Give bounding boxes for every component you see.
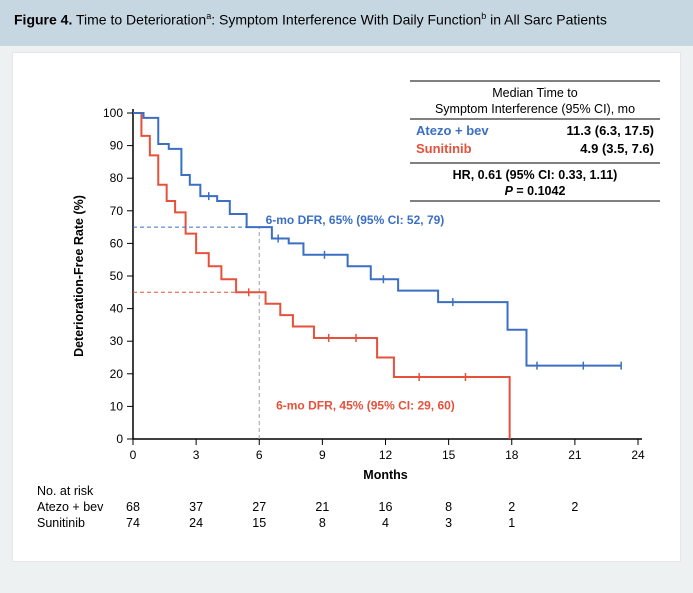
risk-count: 27 [252,500,266,514]
risk-count: 68 [126,500,140,514]
annotation-sunitinib-6mo: 6-mo DFR, 45% (95% CI: 29, 60) [276,398,455,412]
svg-text:80: 80 [110,171,124,185]
legend-hr: HR, 0.61 (95% CI: 0.33, 1.11) [453,168,618,182]
svg-text:Median Time to: Median Time to [492,86,578,100]
svg-text:24: 24 [631,448,645,462]
svg-text:60: 60 [110,236,124,250]
svg-text:50: 50 [110,269,124,283]
risk-count: 74 [126,516,140,530]
legend-pvalue: P = 0.1042 [505,184,566,198]
svg-text:6: 6 [256,448,263,462]
svg-text:20: 20 [110,366,124,380]
svg-text:100: 100 [103,106,123,120]
legend-series-name: Sunitinib [416,141,472,156]
risk-row-label: Atezo + bev [37,500,104,514]
svg-text:3: 3 [193,448,200,462]
risk-count: 3 [445,516,452,530]
risk-table-header: No. at risk [37,484,94,498]
risk-count: 8 [319,516,326,530]
svg-text:0: 0 [130,448,137,462]
x-axis-label: Months [363,468,407,482]
svg-text:Symptom Interference (95% CI),: Symptom Interference (95% CI), mo [435,102,635,116]
risk-count: 21 [315,500,329,514]
km-curve [133,113,621,366]
svg-text:9: 9 [319,448,326,462]
legend-box: Median Time to Symptom Interference (95% … [410,81,660,201]
svg-text:40: 40 [110,301,124,315]
svg-text:0: 0 [116,432,123,446]
risk-count: 24 [189,516,203,530]
svg-text:18: 18 [505,448,519,462]
svg-text:21: 21 [568,448,582,462]
svg-text:15: 15 [442,448,456,462]
risk-count: 15 [252,516,266,530]
risk-count: 4 [382,516,389,530]
legend-series-value: 11.3 (6.3, 17.5) [567,123,654,138]
legend-series-value: 4.9 (3.5, 7.6) [580,141,654,156]
svg-text:90: 90 [110,138,124,152]
svg-text:10: 10 [110,399,124,413]
annotation-atezo-6mo: 6-mo DFR, 65% (95% CI: 52, 79) [266,212,445,226]
risk-count: 16 [379,500,393,514]
figure-label: Figure 4. [14,12,72,28]
risk-count: 2 [571,500,578,514]
km-curve [133,113,510,439]
svg-text:30: 30 [110,334,124,348]
risk-row-label: Sunitinib [37,516,85,530]
figure-container: Figure 4. Time to Deteriorationa: Sympto… [0,0,693,562]
svg-text:12: 12 [379,448,393,462]
figure-title: Figure 4. Time to Deteriorationa: Sympto… [0,0,693,46]
km-chart: 010203040506070809010003691215182124Mont… [13,53,678,559]
y-axis-label: Deterioration-Free Rate (%) [72,195,86,357]
risk-count: 37 [189,500,203,514]
svg-text:70: 70 [110,203,124,217]
risk-count: 8 [445,500,452,514]
risk-count: 1 [508,516,515,530]
risk-count: 2 [508,500,515,514]
legend-series-name: Atezo + bev [416,123,489,138]
chart-panel: 010203040506070809010003691215182124Mont… [12,52,681,562]
